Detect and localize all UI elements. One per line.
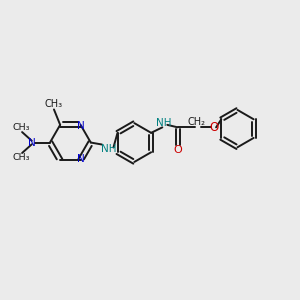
Text: CH₃: CH₃ <box>45 99 63 109</box>
Text: O: O <box>210 121 219 134</box>
Text: NH: NH <box>156 118 171 128</box>
Text: N: N <box>77 121 85 131</box>
Text: O: O <box>173 145 182 155</box>
Text: CH₂: CH₂ <box>188 117 206 128</box>
Text: NH: NH <box>101 144 117 154</box>
Text: N: N <box>28 137 36 148</box>
Text: CH₃: CH₃ <box>13 153 30 162</box>
Text: N: N <box>77 154 85 164</box>
Text: CH₃: CH₃ <box>13 123 30 132</box>
